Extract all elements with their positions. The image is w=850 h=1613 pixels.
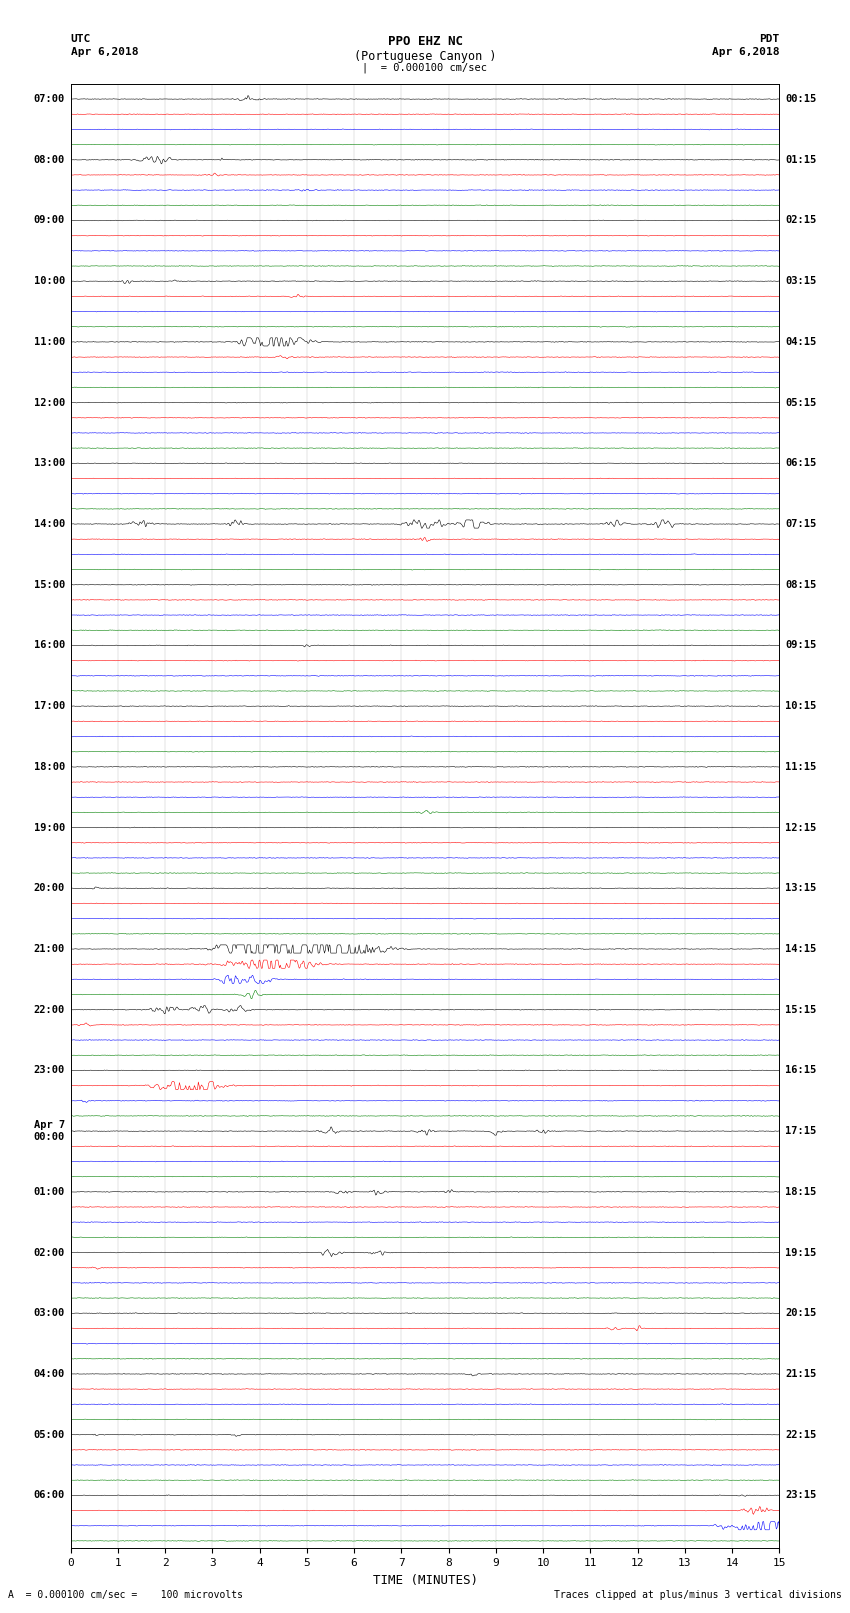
- Text: 00:15: 00:15: [785, 94, 816, 105]
- Text: 16:00: 16:00: [34, 640, 65, 650]
- Text: Apr 6,2018: Apr 6,2018: [71, 47, 138, 56]
- Text: 18:00: 18:00: [34, 761, 65, 773]
- Text: 04:15: 04:15: [785, 337, 816, 347]
- Text: 13:15: 13:15: [785, 884, 816, 894]
- Text: 23:00: 23:00: [34, 1066, 65, 1076]
- Text: 13:00: 13:00: [34, 458, 65, 468]
- Text: PPO EHZ NC: PPO EHZ NC: [388, 35, 462, 48]
- Text: 01:15: 01:15: [785, 155, 816, 165]
- Text: 03:15: 03:15: [785, 276, 816, 286]
- Text: 20:00: 20:00: [34, 884, 65, 894]
- Text: 07:15: 07:15: [785, 519, 816, 529]
- Text: 03:00: 03:00: [34, 1308, 65, 1318]
- Text: 22:15: 22:15: [785, 1429, 816, 1440]
- Text: 02:00: 02:00: [34, 1247, 65, 1258]
- Text: 15:15: 15:15: [785, 1005, 816, 1015]
- Text: 04:00: 04:00: [34, 1369, 65, 1379]
- Text: 09:15: 09:15: [785, 640, 816, 650]
- Text: 18:15: 18:15: [785, 1187, 816, 1197]
- Text: 19:00: 19:00: [34, 823, 65, 832]
- Text: 22:00: 22:00: [34, 1005, 65, 1015]
- Text: Apr 7
00:00: Apr 7 00:00: [34, 1121, 65, 1142]
- Text: 06:00: 06:00: [34, 1490, 65, 1500]
- Text: A  = 0.000100 cm/sec =    100 microvolts: A = 0.000100 cm/sec = 100 microvolts: [8, 1590, 243, 1600]
- Text: 14:15: 14:15: [785, 944, 816, 953]
- Text: 02:15: 02:15: [785, 216, 816, 226]
- X-axis label: TIME (MINUTES): TIME (MINUTES): [372, 1574, 478, 1587]
- Text: 08:00: 08:00: [34, 155, 65, 165]
- Text: 16:15: 16:15: [785, 1066, 816, 1076]
- Text: |  = 0.000100 cm/sec: | = 0.000100 cm/sec: [362, 63, 488, 74]
- Text: 17:15: 17:15: [785, 1126, 816, 1136]
- Text: 12:15: 12:15: [785, 823, 816, 832]
- Text: UTC: UTC: [71, 34, 91, 44]
- Text: 21:00: 21:00: [34, 944, 65, 953]
- Text: 01:00: 01:00: [34, 1187, 65, 1197]
- Text: Traces clipped at plus/minus 3 vertical divisions: Traces clipped at plus/minus 3 vertical …: [553, 1590, 842, 1600]
- Text: 09:00: 09:00: [34, 216, 65, 226]
- Text: 08:15: 08:15: [785, 579, 816, 590]
- Text: 11:15: 11:15: [785, 761, 816, 773]
- Text: 14:00: 14:00: [34, 519, 65, 529]
- Text: 10:15: 10:15: [785, 702, 816, 711]
- Text: 07:00: 07:00: [34, 94, 65, 105]
- Text: 12:00: 12:00: [34, 397, 65, 408]
- Text: Apr 6,2018: Apr 6,2018: [712, 47, 779, 56]
- Text: PDT: PDT: [759, 34, 779, 44]
- Text: 06:15: 06:15: [785, 458, 816, 468]
- Text: 20:15: 20:15: [785, 1308, 816, 1318]
- Text: 15:00: 15:00: [34, 579, 65, 590]
- Text: 23:15: 23:15: [785, 1490, 816, 1500]
- Text: 05:15: 05:15: [785, 397, 816, 408]
- Text: 19:15: 19:15: [785, 1247, 816, 1258]
- Text: 21:15: 21:15: [785, 1369, 816, 1379]
- Text: 17:00: 17:00: [34, 702, 65, 711]
- Text: 10:00: 10:00: [34, 276, 65, 286]
- Text: 05:00: 05:00: [34, 1429, 65, 1440]
- Text: (Portuguese Canyon ): (Portuguese Canyon ): [354, 50, 496, 63]
- Text: 11:00: 11:00: [34, 337, 65, 347]
